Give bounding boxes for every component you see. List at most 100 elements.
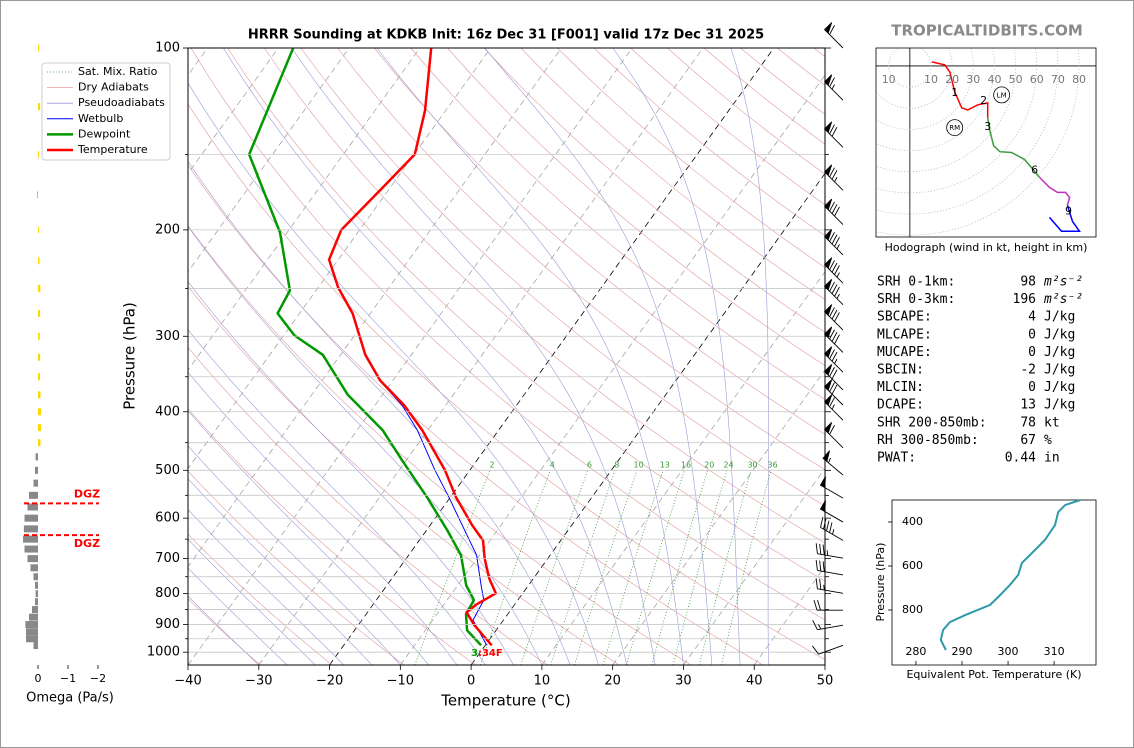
dry-adiabat [264,48,825,544]
stat-value: 0 [1028,380,1036,395]
theta-y-tick-label: 600 [902,559,923,572]
omega-tick-label: −2 [90,672,106,685]
height-marker: 1 [951,86,958,99]
mixing-ratio-label: 6 [587,461,592,470]
mixing-ratio-label: 8 [614,461,619,470]
legend-label: Temperature [77,143,148,156]
wind-barb [822,450,844,476]
stat-label: MLCAPE: [877,327,932,342]
y-axis-label: Pressure (hPa) [121,302,139,410]
speed-ring [876,48,1059,215]
height-marker: 2 [980,94,987,107]
ring-label: 10 [924,73,938,86]
pseudoadiabat [188,410,429,665]
speed-ring [876,48,953,109]
speed-ring [876,48,1016,173]
wind-barb [812,620,844,631]
speed-ring [876,48,995,151]
ring-label: 10 [882,73,896,86]
omega-bar [38,44,39,52]
dry-adiabat [188,103,825,661]
legend-label: Dewpoint [78,127,131,140]
dry-adiabat [337,48,825,471]
legend-label: Sat. Mix. Ratio [78,65,158,78]
pseudoadiabat [484,48,713,665]
stat-label: SBCAPE: [877,310,932,325]
omega-bar [38,103,41,111]
pseudoadiabat [188,567,288,665]
x-tick-label: 30 [675,674,692,689]
isotherm [824,664,825,665]
stat-unit: in [1044,451,1060,466]
stat-unit: m²s⁻² [1043,275,1083,290]
hodograph-line [1048,205,1081,233]
pseudoadiabat [223,48,628,665]
pseudoadiabat [188,445,401,665]
dry-adiabat [188,533,333,665]
stat-value: 196 [1013,292,1036,307]
omega-bar [35,453,38,461]
legend-label: Wetbulb [78,112,123,125]
x-tick-label: 50 [817,674,834,689]
dry-adiabat [227,48,825,582]
hodograph-line [1038,176,1071,206]
omega-bar [33,573,38,581]
pseudoadiabat [188,595,260,665]
omega-tick-label: −1 [60,672,76,685]
theta-y-tick-label: 400 [902,515,923,528]
theta-e-line [939,499,1081,651]
omega-bar [27,503,38,511]
wind-barb [823,364,844,391]
omega-bar [38,424,41,432]
wind-barb [819,476,844,499]
omega-axis-label: Omega (Pa/s) [26,691,114,706]
stat-label: DCAPE: [877,398,924,413]
x-tick-label: −10 [387,674,414,689]
omega-bar [26,628,38,636]
surface-label-part: 3 [471,648,478,659]
omega-bar [27,555,38,563]
y-tick-label: 1000 [147,645,180,660]
wind-barb [823,164,844,191]
wind-barb [815,578,844,594]
isotherm [541,271,825,665]
ring-label: 70 [1051,73,1065,86]
mixing-ratio-label: 24 [723,461,733,470]
x-axis-label: Temperature (°C) [440,692,570,710]
wind-barb [823,326,844,353]
stat-value: 0 [1028,327,1036,342]
pseudoadiabat [730,48,769,665]
stat-label: RH 300-850mb: [877,433,979,448]
isotherm [188,48,279,175]
profile-line [327,48,498,647]
stat-value: 0.44 [1005,451,1036,466]
mixing-ratio-line [550,470,616,665]
omega-bar [38,408,41,416]
speed-ring [876,48,974,130]
omega-bar [25,621,38,629]
legend-box [41,62,171,161]
theta-x-tick-label: 300 [998,645,1019,658]
isotherm [470,172,825,665]
pseudoadiabat [188,225,543,665]
isotherm [188,48,633,665]
omega-bar [38,373,41,381]
storm-motion-label: LM [997,91,1007,99]
omega-bar [33,479,38,487]
wind-barb [823,22,844,49]
mixing-ratio-label: 2 [489,461,494,470]
isotherm [258,48,704,665]
wind-barb [823,422,844,449]
pseudoadiabat [188,82,599,665]
mixing-ratio-label: 16 [681,461,691,470]
omega-bar [38,150,39,158]
theta-x-tick-label: 310 [1044,645,1065,658]
stat-label: MUCAPE: [877,345,932,360]
omega-bar [23,525,38,533]
stat-unit: J/kg [1044,363,1075,378]
y-tick-label: 700 [155,551,180,566]
dry-adiabat [188,408,476,665]
dry-adiabat [813,48,825,57]
y-tick-label: 500 [155,463,180,478]
